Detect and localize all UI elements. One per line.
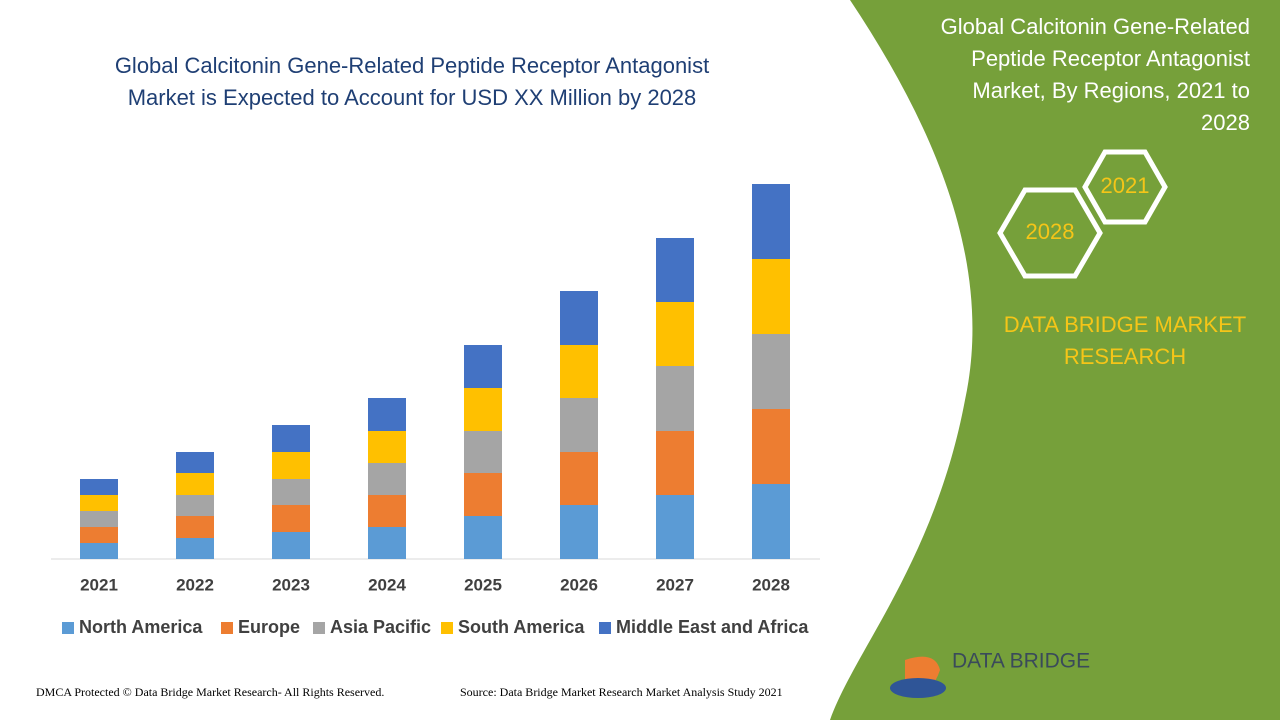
bar-segment <box>560 452 598 505</box>
x-tick-label: 2022 <box>176 575 214 594</box>
x-tick-label: 2027 <box>656 575 694 594</box>
bar-segment <box>656 238 694 302</box>
legend-label: North America <box>79 617 203 637</box>
bar-segment <box>752 484 790 559</box>
bar-segment <box>752 184 790 259</box>
bar-segment <box>464 388 502 431</box>
bar-segment <box>176 495 214 516</box>
chart-title: Market is Expected to Account for USD XX… <box>128 85 697 110</box>
bar-segment <box>464 473 502 516</box>
bar-segment <box>272 505 310 532</box>
footer-dmca: DMCA Protected © Data Bridge Market Rese… <box>36 685 384 699</box>
bar-segment <box>560 505 598 559</box>
logo-text: DATA BRIDGE <box>952 650 1090 673</box>
bar-segment <box>368 431 406 463</box>
legend-label: Middle East and Africa <box>616 617 809 637</box>
bar-segment <box>464 345 502 388</box>
bar-segment <box>176 452 214 473</box>
logo-swoosh <box>890 678 946 698</box>
hex-label: 2021 <box>1101 173 1150 198</box>
hexagon <box>997 187 1103 279</box>
bar-segment <box>368 527 406 559</box>
bar-segment <box>560 398 598 452</box>
bar-segment <box>368 495 406 527</box>
bar-segment <box>176 516 214 538</box>
x-tick-label: 2024 <box>368 575 406 594</box>
legend-swatch <box>441 622 453 634</box>
x-tick-label: 2025 <box>464 575 502 594</box>
bar-segment <box>80 495 118 511</box>
bar-segment <box>272 425 310 452</box>
bar-segment <box>752 409 790 484</box>
bar-segment <box>656 302 694 366</box>
legend-swatch <box>221 622 233 634</box>
bar-segment <box>176 473 214 495</box>
legend-label: Europe <box>238 617 300 637</box>
panel-title: Market, By Regions, 2021 to <box>972 78 1250 103</box>
legend-swatch <box>313 622 325 634</box>
bar-segment <box>80 543 118 559</box>
bar-segment <box>464 516 502 559</box>
bar-segment <box>656 366 694 431</box>
legend-label: Asia Pacific <box>330 617 431 637</box>
footer-source: Source: Data Bridge Market Research Mark… <box>460 685 783 699</box>
bar-segment <box>752 334 790 409</box>
hex-label: 2028 <box>1026 219 1075 244</box>
bar-segment <box>176 538 214 559</box>
panel-title: 2028 <box>1201 110 1250 135</box>
legend-swatch <box>62 622 74 634</box>
panel-title: Global Calcitonin Gene-Related <box>941 14 1250 39</box>
bar-segment <box>272 479 310 505</box>
bar-segment <box>560 291 598 345</box>
bar-segment <box>80 479 118 495</box>
bar-segment <box>80 527 118 543</box>
bar-segment <box>752 259 790 334</box>
bar-segment <box>656 495 694 559</box>
side-panel <box>830 0 1280 720</box>
bar-segment <box>368 398 406 431</box>
hexagon <box>1082 149 1168 225</box>
brand-text: DATA BRIDGE MARKET <box>1004 312 1246 337</box>
brand-text: RESEARCH <box>1064 344 1186 369</box>
panel-title: Peptide Receptor Antagonist <box>971 46 1250 71</box>
legend-label: South America <box>458 617 585 637</box>
bar-segment <box>272 452 310 479</box>
bar-segment <box>464 431 502 473</box>
bar-segment <box>368 463 406 495</box>
bar-segment <box>272 532 310 559</box>
x-tick-label: 2021 <box>80 575 118 594</box>
chart-title: Global Calcitonin Gene-Related Peptide R… <box>115 53 709 78</box>
legend-swatch <box>599 622 611 634</box>
x-tick-label: 2026 <box>560 575 598 594</box>
x-tick-label: 2028 <box>752 575 790 594</box>
bar-segment <box>656 431 694 495</box>
bar-segment <box>80 511 118 527</box>
bar-segment <box>560 345 598 398</box>
x-tick-label: 2023 <box>272 575 310 594</box>
